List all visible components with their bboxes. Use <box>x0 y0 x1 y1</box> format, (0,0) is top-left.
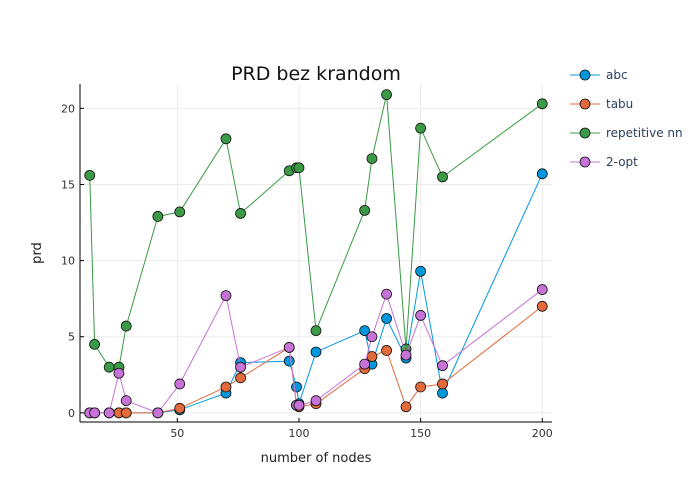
data-point <box>381 89 392 101</box>
data-point <box>235 361 246 373</box>
legend-item: abc <box>570 68 628 82</box>
data-point <box>293 399 305 411</box>
data-point <box>536 300 548 312</box>
data-point <box>293 162 305 174</box>
data-point <box>437 387 448 399</box>
y-tick-label: 15 <box>61 178 75 191</box>
data-point <box>366 331 378 343</box>
legend-label: repetitive nn <box>606 126 683 140</box>
data-point <box>437 360 448 372</box>
data-point <box>89 407 100 419</box>
x-tick-label: 200 <box>532 427 553 440</box>
data-point <box>400 349 412 361</box>
y-axis-label: prd <box>30 242 45 264</box>
data-point <box>381 313 392 324</box>
y-tick-label: 5 <box>68 331 75 344</box>
data-point <box>359 204 371 216</box>
data-point <box>174 402 186 414</box>
data-point <box>415 122 427 134</box>
data-point <box>310 346 322 358</box>
data-point <box>381 345 392 356</box>
data-point <box>120 320 132 332</box>
y-tick-label: 0 <box>68 407 75 420</box>
series-2-opt <box>84 284 548 419</box>
legend-swatch-marker <box>579 127 591 139</box>
data-point <box>235 372 246 384</box>
legend-item: 2-opt <box>570 155 638 169</box>
legend-label: tabu <box>606 97 633 111</box>
data-point <box>366 153 378 165</box>
legend-swatch-marker <box>579 156 591 168</box>
data-point <box>152 407 164 419</box>
data-point <box>120 395 132 407</box>
data-point <box>220 133 232 145</box>
data-point <box>437 378 448 390</box>
legend: abc tabu repetitive nn 2-opt <box>570 68 683 169</box>
data-point <box>415 381 427 393</box>
legend-swatch-marker <box>579 69 591 81</box>
data-point <box>536 168 548 180</box>
series <box>84 89 548 419</box>
data-point <box>174 206 186 218</box>
data-point <box>415 310 427 321</box>
data-point <box>283 355 295 367</box>
data-point <box>220 381 232 393</box>
data-point <box>437 171 448 183</box>
data-point <box>103 361 115 373</box>
data-point <box>291 381 302 393</box>
legend-label: abc <box>606 68 628 82</box>
data-point <box>400 401 412 413</box>
data-point <box>536 284 548 295</box>
data-point <box>220 290 232 302</box>
x-tick-label: 150 <box>410 427 431 440</box>
x-tick-label: 100 <box>288 427 309 440</box>
data-point <box>310 395 322 407</box>
data-point <box>103 407 115 419</box>
data-point <box>359 358 371 370</box>
data-point <box>381 288 392 300</box>
legend-label: 2-opt <box>606 155 638 169</box>
x-axis-label: number of nodes <box>261 451 372 466</box>
data-point <box>366 351 378 362</box>
data-point <box>84 169 96 181</box>
data-point <box>536 98 548 110</box>
data-point <box>235 208 246 219</box>
y-tick-label: 10 <box>61 255 75 268</box>
data-point <box>174 378 186 390</box>
grid <box>80 84 552 422</box>
series-line <box>89 173 543 414</box>
data-point <box>415 265 427 277</box>
x-tick-label: 50 <box>170 427 184 440</box>
y-tick-label: 20 <box>61 102 75 115</box>
legend-swatch-marker <box>579 98 591 110</box>
chart-title: PRD bez krandom <box>231 63 401 85</box>
legend-item: tabu <box>570 97 633 111</box>
data-point <box>359 325 371 337</box>
tick-labels: 50 100 150 200 0 5 10 15 20 <box>61 102 553 440</box>
data-point <box>113 367 125 379</box>
data-point <box>120 407 132 419</box>
data-point <box>152 211 164 222</box>
data-point <box>89 338 100 350</box>
series-abc <box>84 168 548 419</box>
data-point <box>310 325 322 337</box>
axes <box>79 84 552 423</box>
data-point <box>283 341 295 353</box>
series-repetitive-nn <box>84 89 548 373</box>
legend-item: repetitive nn <box>570 126 683 140</box>
